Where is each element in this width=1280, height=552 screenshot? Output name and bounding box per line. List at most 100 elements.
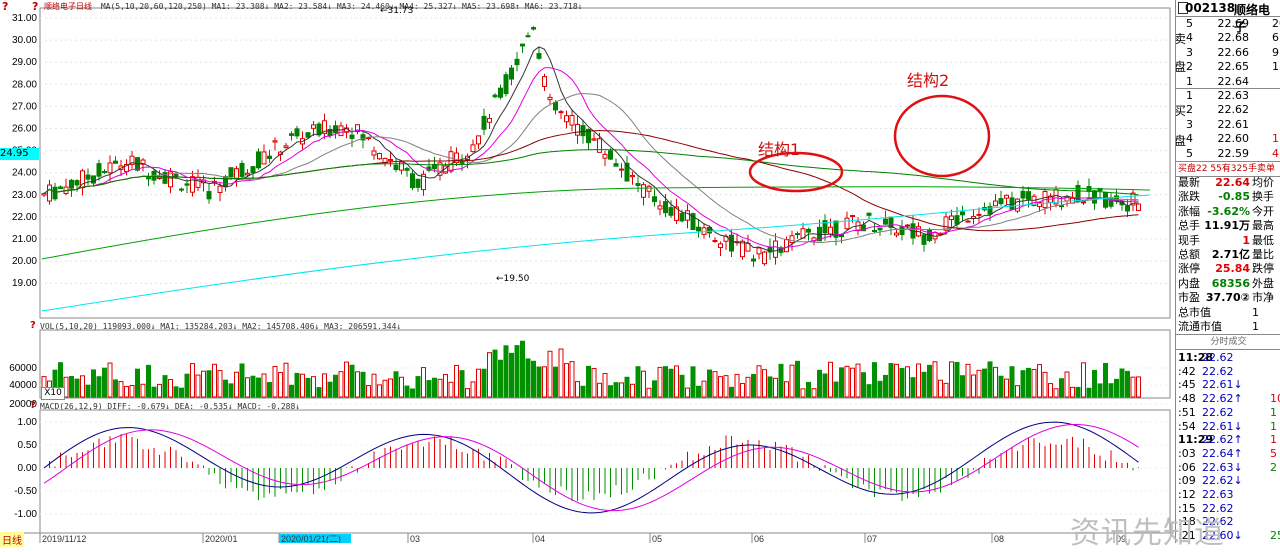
trade-row: :15 22.62 [1176,502,1280,516]
candle-body [646,185,652,192]
macd-axis: 1.00 0.50 0.00 -0.50 -1.00 [14,417,37,520]
help-icon[interactable]: ? [2,0,9,13]
volume-bar [1092,369,1097,398]
quote-label-2: 最低 [1252,233,1274,247]
volume-bar [96,376,102,398]
volume-bar [817,369,822,398]
sell-volume: 6 [1272,31,1279,45]
help-icon-vol[interactable]: ? [30,320,36,331]
volume-bar [729,386,734,398]
quote-value: 25.84 [1215,262,1250,276]
volume-bar [74,378,80,398]
volume-bar [184,373,190,398]
price-tick-label: 22.00 [12,212,37,223]
help-icon-2[interactable]: ? [32,0,39,13]
weibi-text: 买盘22 55有325手卖单 [1178,164,1275,174]
volume-bar [976,369,982,398]
volume-bar [789,364,795,398]
help-icon-macd[interactable]: ? [30,400,36,411]
volume-bar [316,387,322,398]
quote-label-2: 市净 [1252,291,1274,305]
quote-label-2: 1 [1252,320,1259,333]
candle-body [404,168,410,171]
volume-bar [806,381,811,398]
quote-value: -3.62% [1207,204,1250,218]
macd-tick-label: 0.00 [18,463,38,474]
trade-price: 22.62↑ [1202,392,1243,406]
quote-row: 内盘 68356 外盘 [1176,277,1280,291]
volume-bar [289,384,294,398]
volume-bar [938,379,943,398]
price-header: 顺络电子日线 MA(5,10,20,60,120,250) MA1: 23.30… [44,1,582,12]
volume-scale-x10[interactable]: X10 [41,387,65,400]
candle-body [828,226,833,235]
candle-body [756,247,762,255]
price-tick-label: 28.00 [12,79,37,90]
candle-body [674,206,679,221]
volume-bar [591,367,597,398]
volume-bar [377,384,382,398]
trade-volume: 1 [1270,405,1277,419]
date-label: 09 [1116,534,1126,543]
volume-bar [800,388,806,398]
volume-bar [542,366,547,398]
candle-body [921,234,927,245]
candle-body [707,227,712,234]
sell-price: 22.68 [1217,31,1250,45]
volume-bar [1075,386,1081,398]
quote-label-2: 外盘 [1252,276,1274,290]
volume-bar [839,367,844,398]
volume-bar [1053,388,1059,398]
volume-bar [586,365,591,398]
trade-volume: 2 [1270,460,1277,474]
date-label: 08 [994,534,1004,543]
volume-bar [1015,385,1020,398]
volume-bar [740,383,745,398]
checkbox-icon[interactable] [1178,2,1188,14]
quote-row: 市盈 37.70② 市净 [1176,291,1280,305]
volume-bar [322,373,327,398]
kline-chart-svg[interactable]: 31.0030.0029.0028.0027.0026.0025.0024.00… [0,0,1174,543]
candle-body [487,117,492,123]
trade-volume: 5 [1270,446,1277,460]
trade-time: :03 [1178,446,1196,460]
volume-bar [905,366,910,398]
stock-name: 顺络电子 [1234,3,1271,34]
volume-bar [113,379,118,398]
kline-chart-area[interactable]: 31.0030.0029.0028.0027.0026.0025.0024.00… [0,0,1174,547]
weibi-row: 买盘22 55有325手卖单 [1176,161,1280,177]
volume-bar [168,379,173,398]
period-selector[interactable]: 日线 [0,532,24,547]
volume-bar [943,382,949,398]
buy-price: 22.59 [1217,146,1250,160]
volume-bar [734,373,740,398]
volume-bar [960,375,965,398]
quote-label: 最新 [1178,176,1200,189]
candle-body [146,177,151,180]
volume-tick-label: 20000 [9,399,37,410]
volume-bar [311,376,316,398]
candle-body [476,135,481,145]
candle-body [69,179,74,189]
candle-body [872,229,877,232]
candle-body [773,240,778,258]
trade-row: :48 22.62↑ 10 [1176,392,1280,406]
candle-body [421,173,426,191]
candle-body [245,172,250,176]
sell-price: 22.66 [1217,45,1250,59]
volume-bar [982,368,987,398]
sell-volume: 20 [1272,17,1280,30]
volume-bar [536,366,542,398]
trades-header-label: 分时成交 [1210,337,1247,347]
volume-bar [553,366,558,398]
price-tick-label: 21.00 [12,234,37,245]
volume-bar [894,363,899,398]
volume-bar [349,364,355,398]
candle-body [899,226,905,236]
volume-bar [1037,364,1042,398]
buy-level-row: 4 22.60 1 [1176,132,1280,146]
price-tick-label: 20.00 [12,256,37,267]
candle-body [1004,194,1009,199]
trade-price: 22.62 [1202,405,1234,419]
stock-title: 顺络电子日线 [44,2,92,11]
